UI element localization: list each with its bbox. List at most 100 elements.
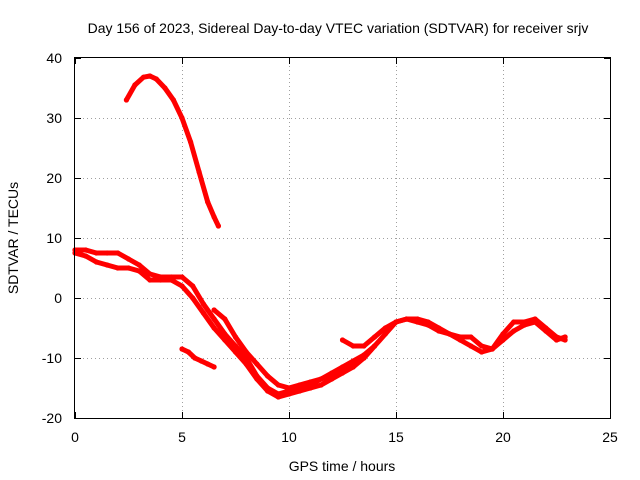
data-point: [243, 361, 249, 367]
data-point: [198, 358, 204, 364]
data-point: [339, 337, 346, 343]
data-point: [200, 301, 206, 307]
data-point: [382, 331, 388, 337]
data-point: [125, 265, 132, 271]
x-tick-label: 25: [602, 429, 618, 445]
data-point: [147, 277, 153, 283]
data-point: [115, 265, 121, 271]
data-point: [132, 82, 138, 88]
data-point: [457, 334, 463, 340]
axis-ticks: 0 5 10 15 20 25 -20 -10 0 10 20 30 40: [42, 50, 618, 445]
data-point: [147, 73, 153, 79]
data-point: [232, 349, 239, 355]
data-point: [153, 76, 159, 82]
data-point: [404, 316, 410, 322]
data-point: [196, 169, 202, 175]
x-tick-label: 10: [281, 429, 297, 445]
data-point: [158, 277, 164, 283]
data-point: [168, 277, 174, 283]
data-point: [190, 295, 196, 301]
data-point: [350, 364, 356, 370]
data-point: [318, 376, 324, 382]
data-point: [211, 307, 217, 313]
data-point: [297, 388, 303, 394]
data-point: [136, 262, 142, 268]
data-point: [511, 319, 517, 325]
y-tick-label: 30: [46, 110, 62, 126]
data-point: [500, 337, 506, 343]
series-main-track-c: [211, 307, 378, 391]
data-point: [468, 343, 474, 349]
data-point: [222, 337, 228, 343]
data-point: [115, 250, 121, 256]
data-point: [350, 343, 356, 349]
data-point: [361, 352, 367, 358]
data-point: [205, 199, 211, 205]
data-point: [329, 370, 335, 376]
y-tick-label: 40: [46, 50, 62, 66]
data-point: [211, 214, 217, 220]
data-point: [211, 316, 217, 322]
grid: [75, 58, 610, 418]
data-point: [543, 328, 549, 334]
plot-frame: [74, 57, 611, 419]
x-axis-label: GPS time / hours: [289, 458, 396, 474]
data-point: [479, 349, 485, 355]
y-tick-label: 10: [46, 230, 62, 246]
data-point: [93, 259, 99, 265]
data-point: [192, 355, 198, 361]
data-point: [147, 271, 153, 277]
x-tick-label: 20: [495, 429, 511, 445]
y-tick-label: 0: [54, 290, 62, 306]
data-point: [254, 376, 260, 382]
data-point: [265, 388, 271, 394]
chart-title: Day 156 of 2023, Sidereal Day-to-day VTE…: [88, 20, 589, 36]
data-point: [188, 139, 194, 145]
data-point: [243, 349, 249, 355]
data-point: [521, 322, 528, 328]
data-point: [211, 364, 217, 370]
x-tick-label: 0: [71, 429, 79, 445]
data-point: [307, 379, 313, 385]
data-point: [500, 331, 506, 337]
data-point: [140, 74, 147, 80]
data-point: [275, 394, 281, 400]
data-point: [307, 385, 313, 391]
data-point: [361, 343, 367, 349]
data-point: [286, 391, 292, 397]
data-point: [372, 334, 378, 340]
data-point: [170, 97, 176, 103]
data-point: [83, 253, 89, 259]
data-point: [190, 283, 196, 289]
data-point: [350, 358, 356, 364]
data-point: [254, 361, 260, 367]
data-point: [532, 319, 538, 325]
data-point: [425, 322, 431, 328]
series-layer: [72, 73, 568, 400]
data-point: [162, 85, 168, 91]
data-point: [339, 370, 346, 376]
series-late-track: [340, 316, 568, 352]
data-point: [200, 310, 206, 316]
data-point: [125, 256, 132, 262]
data-point: [83, 247, 89, 253]
data-point: [93, 250, 99, 256]
data-point: [393, 319, 399, 325]
data-point: [265, 373, 271, 379]
data-point: [215, 223, 221, 229]
series-main-track-a: [72, 247, 568, 397]
data-point: [511, 328, 517, 334]
data-point: [414, 319, 420, 325]
data-point: [297, 382, 303, 388]
data-point: [446, 331, 453, 337]
data-point: [179, 346, 185, 352]
data-point: [104, 250, 110, 256]
data-point: [232, 334, 239, 340]
y-tick-label: 20: [46, 170, 62, 186]
y-tick-label: -10: [42, 350, 62, 366]
data-point: [136, 268, 142, 274]
x-tick-label: 15: [388, 429, 404, 445]
data-point: [123, 97, 129, 103]
x-tick-label: 5: [178, 429, 186, 445]
